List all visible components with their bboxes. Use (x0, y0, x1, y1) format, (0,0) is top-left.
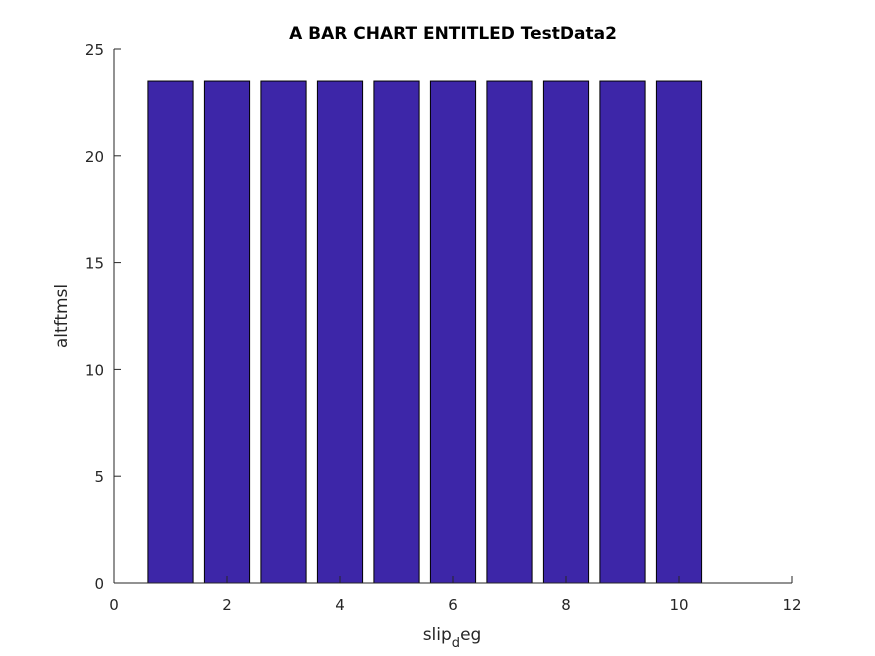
x-tick-label-12: 12 (782, 596, 801, 614)
x-ticks-group: 0 2 4 6 8 10 12 (109, 576, 802, 614)
bar-7 (486, 80, 533, 584)
x-tick-label-6: 6 (448, 596, 458, 614)
chart-title: A BAR CHART ENTITLED TestData2 (289, 24, 617, 44)
y-tick-label-25: 25 (85, 41, 104, 59)
x-axis-label-subscript: d (452, 636, 460, 651)
bar-5 (373, 80, 420, 584)
x-tick-label-2: 2 (222, 596, 232, 614)
x-tick-label-8: 8 (561, 596, 571, 614)
bar-1 (147, 80, 194, 584)
bar-8 (542, 80, 590, 584)
bar-4 (316, 80, 364, 584)
x-axis-label-main: slip (423, 625, 452, 645)
bar-10 (655, 80, 703, 584)
y-tick-label-5: 5 (94, 468, 104, 486)
bar-3 (260, 80, 307, 584)
bar-6 (429, 80, 477, 584)
bars-group (147, 80, 703, 584)
x-tick-label-0: 0 (109, 596, 119, 614)
x-axis-label-suffix: eg (460, 625, 481, 645)
y-ticks-group: 0 5 10 15 20 25 (85, 41, 121, 593)
y-axis-label: altftmsl (52, 284, 72, 348)
x-tick-label-10: 10 (669, 596, 688, 614)
y-tick-label-10: 10 (85, 361, 104, 379)
x-axis-label: slipdeg (423, 625, 482, 651)
y-tick-label-20: 20 (85, 148, 104, 166)
bar-2 (203, 80, 251, 584)
y-tick-label-15: 15 (85, 255, 104, 273)
y-tick-label-0: 0 (94, 575, 104, 593)
bar-9 (599, 80, 646, 584)
x-tick-label-4: 4 (335, 596, 345, 614)
